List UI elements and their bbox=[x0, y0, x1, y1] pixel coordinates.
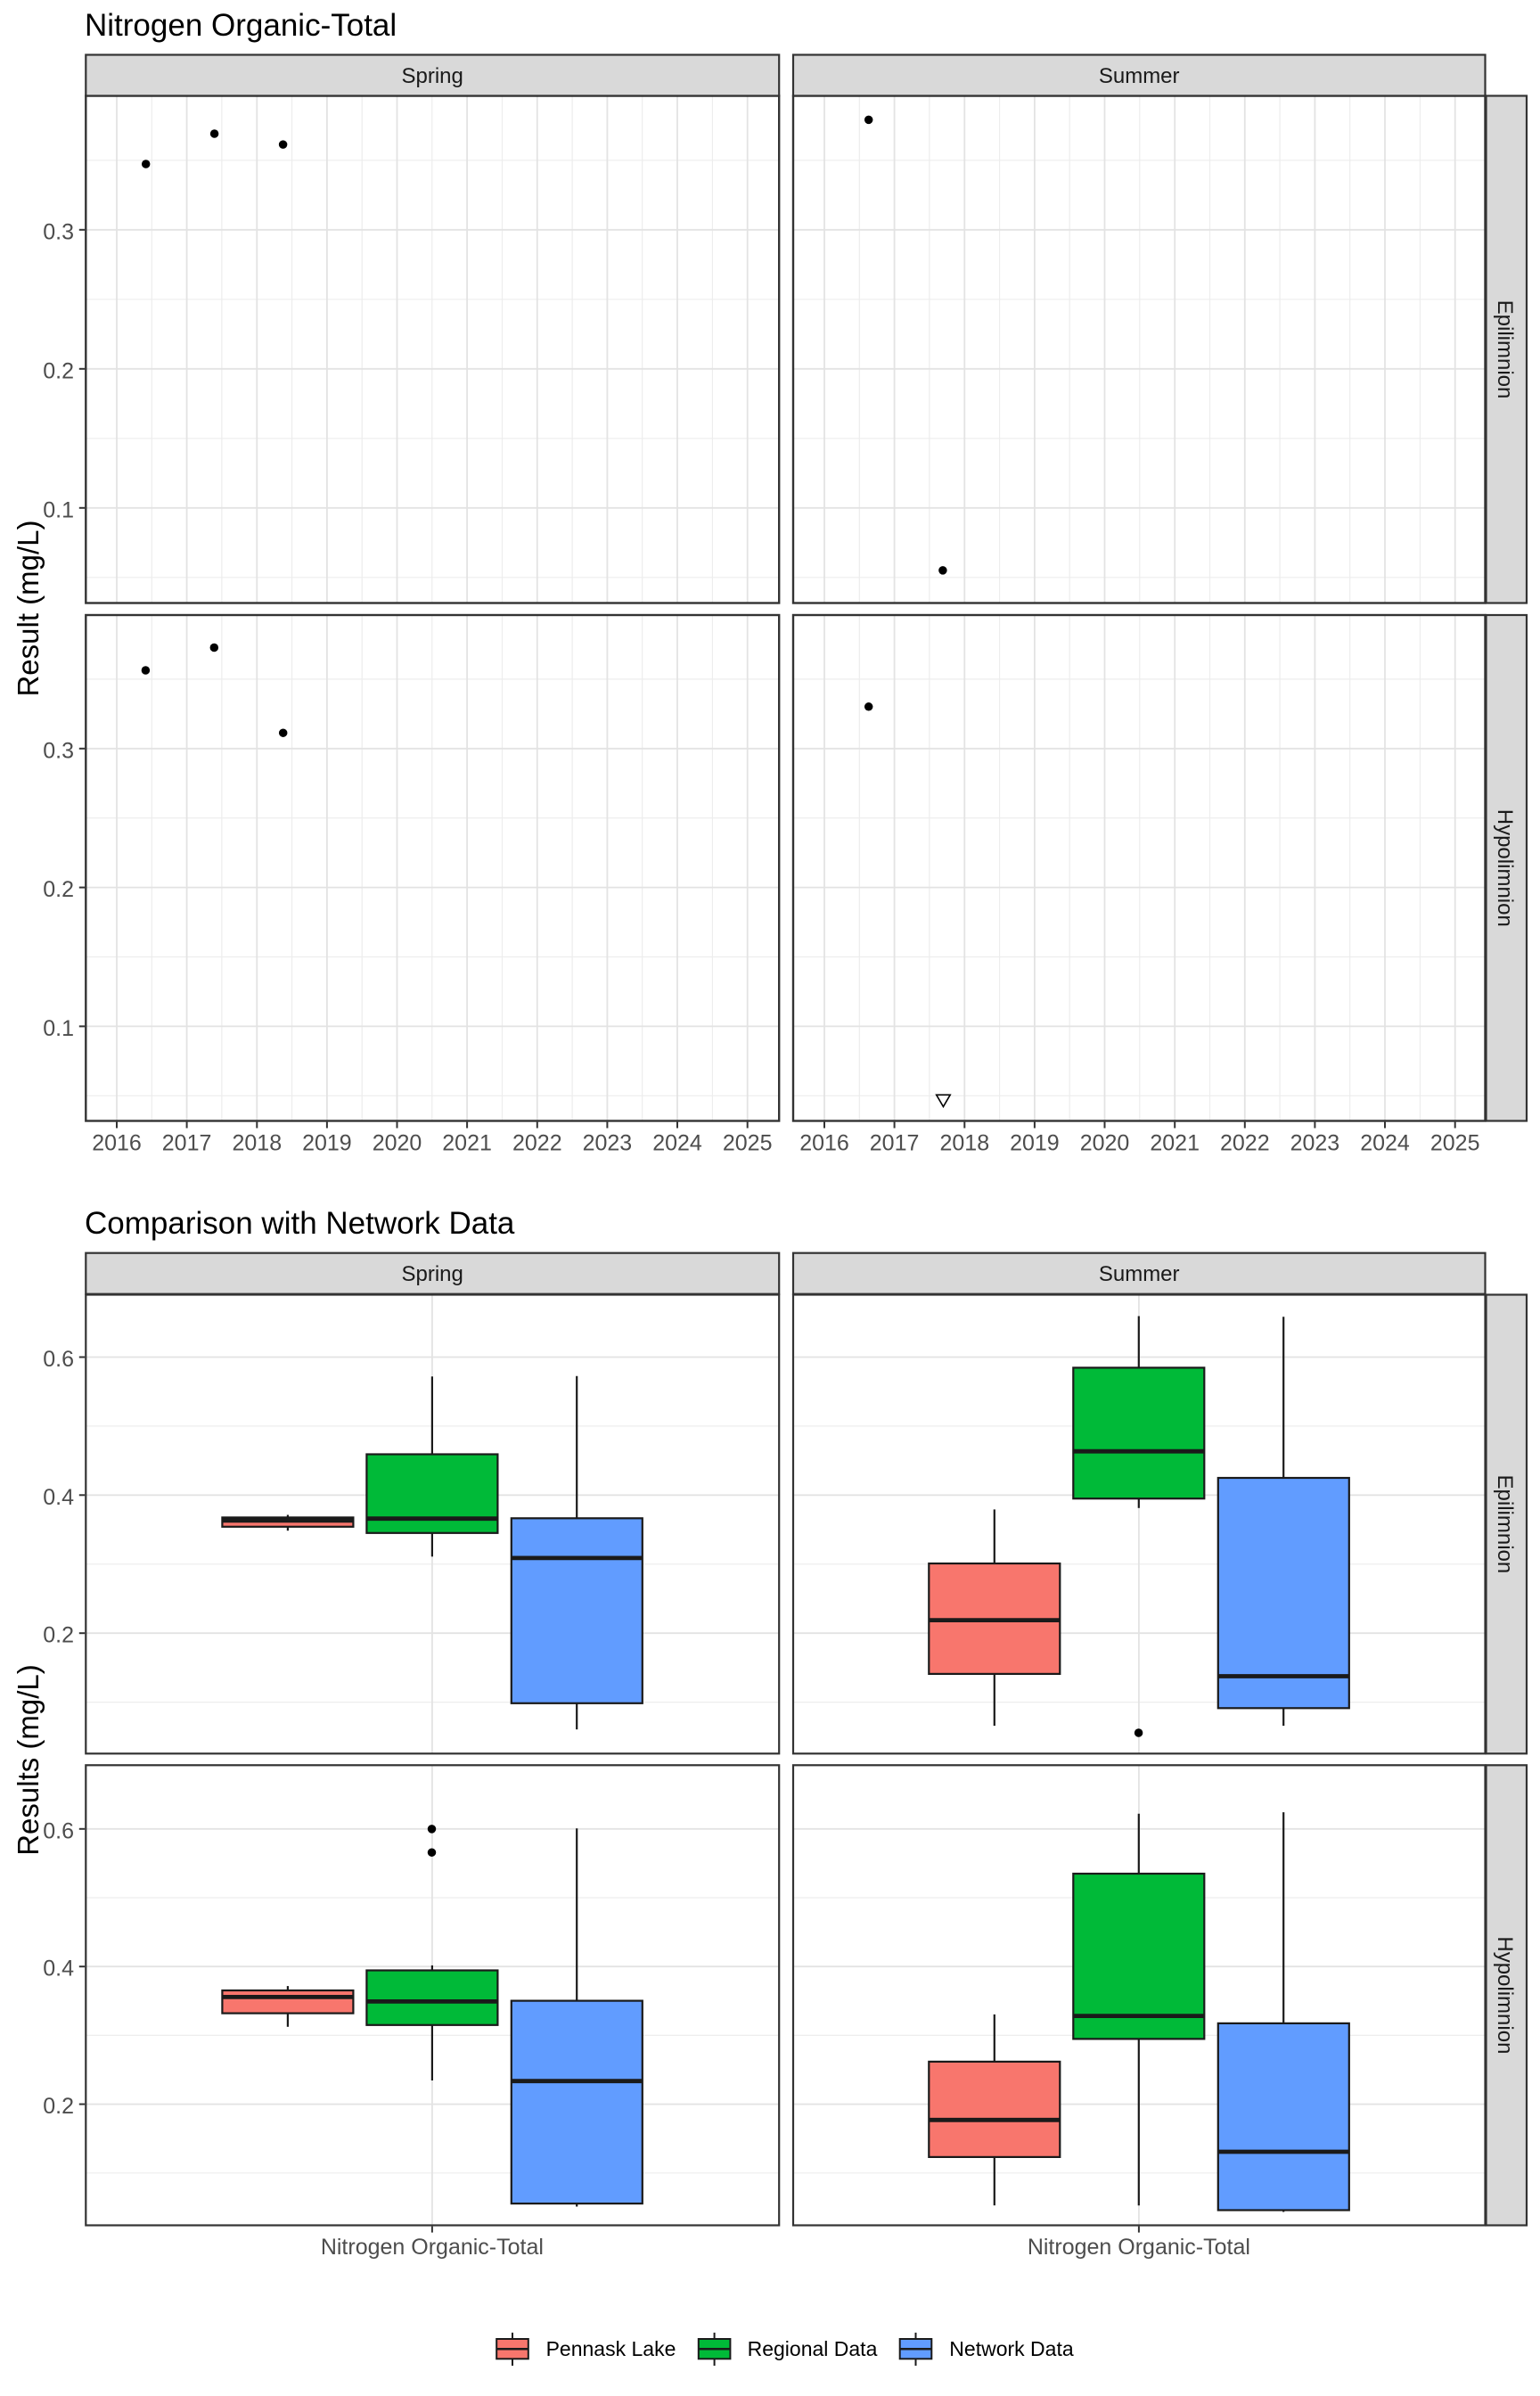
svg-text:Regional Data: Regional Data bbox=[748, 2337, 878, 2360]
svg-text:0.6: 0.6 bbox=[43, 1347, 74, 1372]
svg-text:0.6: 0.6 bbox=[43, 1818, 74, 1843]
svg-text:2022: 2022 bbox=[512, 1130, 562, 1155]
svg-text:0.3: 0.3 bbox=[43, 219, 74, 244]
svg-text:2024: 2024 bbox=[652, 1130, 702, 1155]
svg-text:2021: 2021 bbox=[442, 1130, 492, 1155]
svg-text:0.1: 0.1 bbox=[43, 1016, 74, 1041]
svg-text:2024: 2024 bbox=[1360, 1130, 1410, 1155]
svg-text:Result (mg/L): Result (mg/L) bbox=[12, 520, 45, 696]
svg-text:2019: 2019 bbox=[1010, 1130, 1060, 1155]
svg-text:Network Data: Network Data bbox=[949, 2337, 1074, 2360]
svg-text:0.2: 0.2 bbox=[43, 2094, 74, 2119]
svg-text:2023: 2023 bbox=[583, 1130, 633, 1155]
svg-text:2016: 2016 bbox=[799, 1130, 849, 1155]
svg-text:Spring: Spring bbox=[402, 64, 463, 88]
svg-text:0.2: 0.2 bbox=[43, 877, 74, 902]
svg-text:2022: 2022 bbox=[1220, 1130, 1270, 1155]
svg-text:Nitrogen Organic-Total: Nitrogen Organic-Total bbox=[321, 2235, 544, 2260]
svg-text:Epilimnion: Epilimnion bbox=[1493, 1475, 1517, 1574]
svg-text:2017: 2017 bbox=[870, 1130, 920, 1155]
svg-text:2016: 2016 bbox=[92, 1130, 142, 1155]
svg-text:2021: 2021 bbox=[1150, 1130, 1200, 1155]
svg-text:Hypolimnion: Hypolimnion bbox=[1493, 1936, 1517, 2054]
svg-text:Nitrogen Organic-Total: Nitrogen Organic-Total bbox=[85, 8, 397, 43]
svg-text:Hypolimnion: Hypolimnion bbox=[1493, 809, 1517, 927]
svg-text:Comparison with Network Data: Comparison with Network Data bbox=[85, 1206, 515, 1241]
svg-text:2023: 2023 bbox=[1290, 1130, 1340, 1155]
svg-text:0.4: 0.4 bbox=[43, 1485, 74, 1510]
svg-text:2017: 2017 bbox=[162, 1130, 212, 1155]
svg-text:Epilimnion: Epilimnion bbox=[1493, 300, 1517, 399]
svg-text:2025: 2025 bbox=[723, 1130, 773, 1155]
svg-text:0.4: 0.4 bbox=[43, 1957, 74, 1982]
svg-text:0.2: 0.2 bbox=[43, 358, 74, 383]
svg-text:2020: 2020 bbox=[373, 1130, 422, 1155]
svg-text:Summer: Summer bbox=[1099, 64, 1180, 88]
svg-text:Results (mg/L): Results (mg/L) bbox=[12, 1664, 45, 1856]
svg-text:2018: 2018 bbox=[232, 1130, 282, 1155]
svg-text:2020: 2020 bbox=[1080, 1130, 1130, 1155]
svg-text:Spring: Spring bbox=[402, 1262, 463, 1286]
svg-text:2025: 2025 bbox=[1430, 1130, 1480, 1155]
svg-text:Pennask Lake: Pennask Lake bbox=[546, 2337, 676, 2360]
svg-text:0.1: 0.1 bbox=[43, 497, 74, 522]
svg-text:2019: 2019 bbox=[302, 1130, 352, 1155]
svg-text:Nitrogen Organic-Total: Nitrogen Organic-Total bbox=[1028, 2235, 1250, 2260]
svg-text:2018: 2018 bbox=[939, 1130, 989, 1155]
svg-text:0.2: 0.2 bbox=[43, 1623, 74, 1648]
svg-text:0.3: 0.3 bbox=[43, 738, 74, 763]
svg-text:Summer: Summer bbox=[1099, 1262, 1180, 1286]
